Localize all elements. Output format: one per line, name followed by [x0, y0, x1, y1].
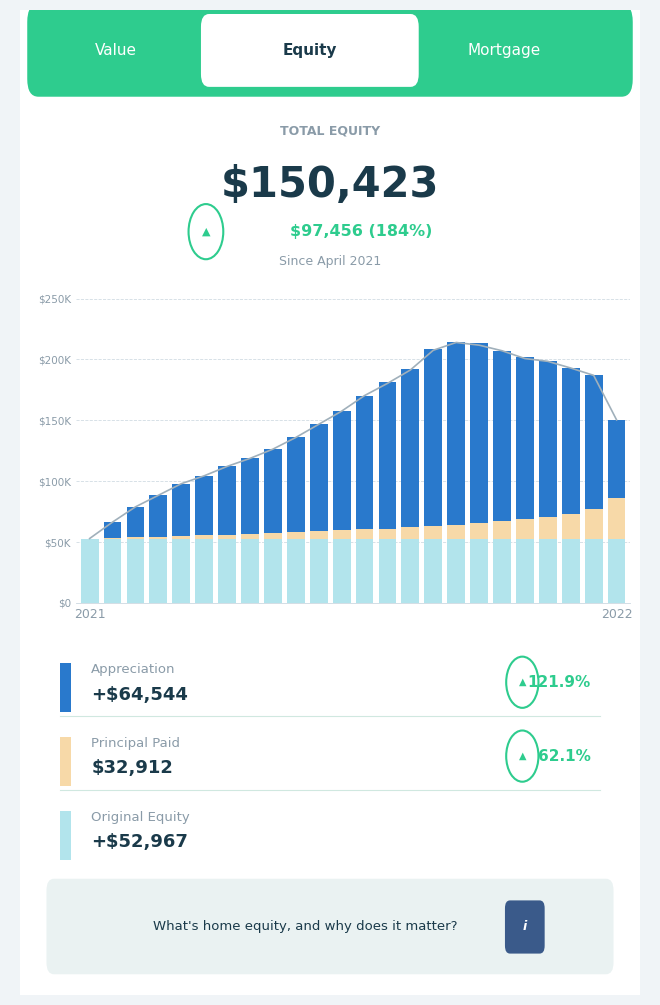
Bar	[149, 539, 167, 603]
Bar	[264, 539, 282, 603]
Bar	[447, 342, 465, 525]
FancyBboxPatch shape	[505, 900, 544, 954]
Bar	[562, 368, 579, 515]
Bar	[470, 523, 488, 539]
Bar	[401, 539, 419, 603]
Text: Original Equity: Original Equity	[91, 811, 190, 824]
FancyBboxPatch shape	[7, 0, 653, 1005]
Bar	[585, 375, 603, 510]
Bar	[333, 539, 350, 603]
Bar	[127, 538, 145, 539]
Bar	[195, 539, 213, 603]
Bar	[264, 533, 282, 539]
Bar	[218, 466, 236, 535]
Text: ▲: ▲	[519, 677, 526, 687]
Text: i: i	[523, 921, 527, 934]
Text: $32,912: $32,912	[91, 760, 173, 778]
Bar	[310, 424, 327, 532]
Bar	[218, 539, 236, 603]
FancyBboxPatch shape	[60, 663, 71, 713]
Text: TOTAL EQUITY: TOTAL EQUITY	[280, 125, 380, 138]
Bar	[241, 458, 259, 534]
Bar	[287, 533, 305, 539]
Text: +$64,544: +$64,544	[91, 685, 188, 704]
Bar	[356, 539, 374, 603]
Text: Equity: Equity	[283, 43, 337, 58]
Bar	[356, 396, 374, 530]
Bar	[356, 530, 374, 539]
Text: ▲: ▲	[202, 227, 210, 236]
Bar	[241, 534, 259, 539]
Bar	[562, 539, 579, 603]
Bar	[287, 437, 305, 533]
Bar	[562, 515, 579, 539]
Bar	[379, 383, 397, 529]
Bar	[149, 495, 167, 537]
Bar	[172, 539, 190, 603]
Bar	[104, 539, 121, 603]
Bar	[172, 536, 190, 539]
Bar	[424, 539, 442, 603]
Text: What's home equity, and why does it matter?: What's home equity, and why does it matt…	[153, 920, 457, 933]
Text: Appreciation: Appreciation	[91, 663, 176, 676]
Bar	[149, 537, 167, 539]
Bar	[81, 539, 98, 603]
Bar	[379, 529, 397, 539]
Bar	[539, 362, 557, 518]
FancyBboxPatch shape	[201, 14, 418, 86]
Bar	[127, 507, 145, 538]
Bar	[195, 536, 213, 539]
Bar	[401, 528, 419, 539]
Bar	[333, 531, 350, 539]
Bar	[195, 475, 213, 536]
Bar	[516, 358, 534, 520]
Text: Value: Value	[95, 43, 137, 58]
FancyBboxPatch shape	[60, 737, 71, 786]
FancyBboxPatch shape	[27, 4, 633, 96]
FancyBboxPatch shape	[46, 878, 614, 974]
Bar	[516, 539, 534, 603]
Text: Mortgage: Mortgage	[467, 43, 541, 58]
Bar	[218, 535, 236, 539]
Bar	[585, 539, 603, 603]
Text: $97,456 (184%): $97,456 (184%)	[290, 224, 432, 239]
Bar	[608, 420, 626, 498]
Bar	[264, 449, 282, 533]
Bar	[585, 510, 603, 539]
Bar	[424, 350, 442, 526]
Bar	[516, 520, 534, 539]
Bar	[447, 525, 465, 539]
Text: $150,423: $150,423	[220, 165, 440, 206]
Bar	[493, 539, 511, 603]
Text: 62.1%: 62.1%	[538, 749, 591, 764]
Bar	[379, 539, 397, 603]
Text: 121.9%: 121.9%	[527, 674, 591, 689]
Bar	[310, 532, 327, 539]
Text: Since April 2021: Since April 2021	[279, 254, 381, 267]
Bar	[539, 518, 557, 539]
Bar	[172, 483, 190, 536]
Bar	[241, 539, 259, 603]
Bar	[333, 411, 350, 531]
Bar	[287, 539, 305, 603]
FancyBboxPatch shape	[60, 811, 71, 860]
Bar	[470, 343, 488, 523]
Bar	[447, 539, 465, 603]
Text: +$52,967: +$52,967	[91, 833, 188, 851]
Bar	[470, 539, 488, 603]
Text: Principal Paid: Principal Paid	[91, 738, 180, 751]
Bar	[310, 539, 327, 603]
Bar	[493, 522, 511, 539]
Bar	[608, 498, 626, 539]
Bar	[493, 351, 511, 522]
Bar	[127, 539, 145, 603]
Bar	[608, 539, 626, 603]
Bar	[104, 522, 121, 538]
Text: ▲: ▲	[519, 751, 526, 761]
Bar	[424, 526, 442, 539]
Bar	[401, 369, 419, 528]
Bar	[539, 539, 557, 603]
